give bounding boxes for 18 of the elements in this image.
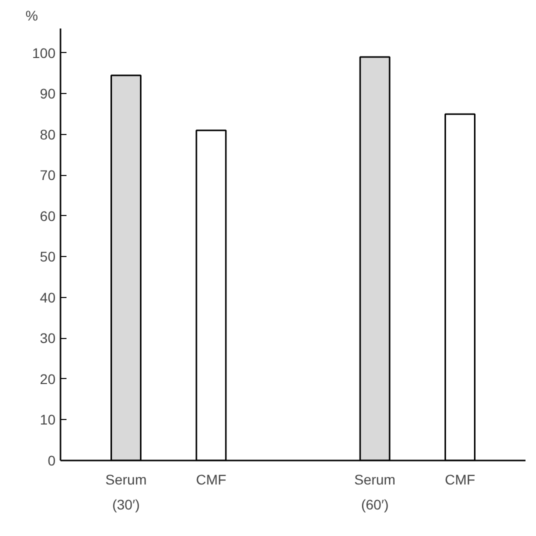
y-tick-label: 40 xyxy=(40,289,56,306)
y-tick-label: 0 xyxy=(48,452,56,468)
x-tick-label: CMF xyxy=(444,472,476,488)
x-tick-label: Serum xyxy=(354,472,396,488)
text: (60′) xyxy=(361,496,389,512)
y-tick-label: 10 xyxy=(40,412,56,428)
y-tick-label: 30 xyxy=(40,330,56,346)
y-tick-label: 80 xyxy=(40,126,56,142)
y-axis-title: % xyxy=(26,8,38,24)
y-tick-label: 90 xyxy=(40,86,56,102)
y-tick-label: 20 xyxy=(40,370,56,387)
y-tick-label: 70 xyxy=(40,167,56,184)
x-tick-label: CMF xyxy=(196,472,226,488)
y-tick-label: 60 xyxy=(40,208,56,224)
y-tick-label: 100 xyxy=(32,44,56,61)
text: (30′) xyxy=(112,496,140,512)
y-tick-label: 50 xyxy=(40,248,56,265)
x-tick-label: Serum xyxy=(105,472,147,488)
